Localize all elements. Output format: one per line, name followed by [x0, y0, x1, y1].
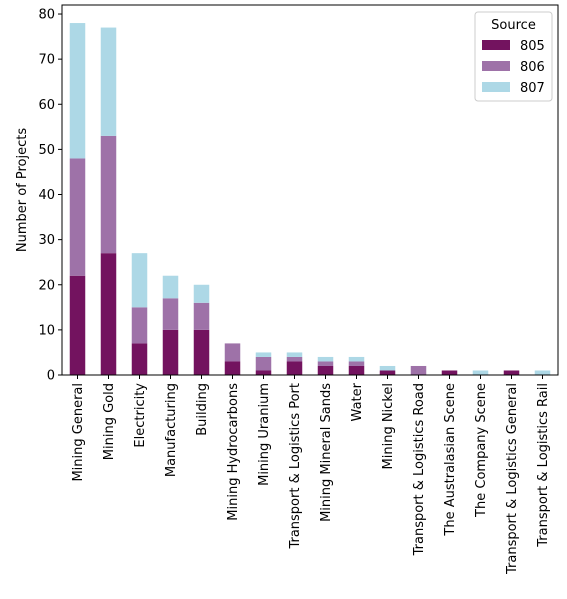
bar-segment: [162, 298, 179, 330]
bar-segment: [317, 356, 334, 362]
legend-label: 805: [520, 39, 545, 54]
bar-segment: [441, 370, 458, 375]
bar-segment: [193, 302, 210, 330]
bar-segment: [131, 307, 148, 344]
bar-segment: [100, 135, 117, 254]
bar-segment: [255, 356, 272, 371]
legend-box: [474, 11, 553, 102]
legend-swatch: [482, 40, 510, 50]
y-tick-label: 50: [38, 143, 55, 158]
bar-segment: [503, 370, 520, 375]
x-tick-label: Mining Gold: [102, 383, 117, 460]
bar-segment: [379, 365, 396, 371]
x-axis: Mining General Mining Gold Electricity Manu…: [71, 375, 551, 575]
bar-segment: [410, 365, 427, 375]
bar-segment: [193, 329, 210, 375]
legend-swatch: [482, 61, 510, 71]
bar-segment: [162, 275, 179, 299]
y-tick-label: 20: [38, 278, 55, 293]
y-tick-label: 10: [38, 323, 55, 338]
legend-title: Source: [491, 18, 536, 33]
x-tick-label: The Australasian Scene: [443, 383, 458, 537]
bar-segment: [286, 361, 303, 375]
x-tick-label: Transport & Logistics Road: [412, 383, 427, 556]
legend-items: 805 806 807: [482, 39, 545, 96]
bar-segment: [317, 365, 334, 375]
x-tick-label: Mining Uranium: [257, 383, 272, 486]
bar-segment: [255, 352, 272, 357]
x-tick-label: Water: [350, 382, 365, 421]
bar-segment: [224, 361, 241, 375]
bar-segment: [348, 365, 365, 375]
x-tick-label: Building: [195, 383, 210, 436]
legend[interactable]: Source 805 806 807: [474, 11, 553, 102]
x-tick-label: Mining Mineral Sands: [319, 383, 334, 522]
bar-segment: [348, 361, 365, 366]
y-tick-label: 40: [38, 188, 55, 203]
bar-segment: [379, 370, 396, 375]
x-tick-label: The Company Scene: [474, 383, 489, 518]
plot-frame: [61, 4, 559, 376]
y-tick-label: 0: [47, 369, 55, 384]
bar-segment: [69, 23, 86, 159]
bar-segment: [162, 329, 179, 375]
y-tick-label: 70: [38, 53, 55, 68]
x-tick-label: Transport & Logistics Rail: [536, 383, 551, 548]
x-tick-label: Mining Nickel: [381, 383, 396, 469]
bar-segment: [255, 370, 272, 375]
x-tick-label: Transport & Logistics Port: [288, 383, 303, 550]
y-tick-label: 80: [38, 8, 55, 23]
bar-segment: [131, 253, 148, 308]
bar-segment: [286, 356, 303, 362]
y-axis-label: Number of Projects: [15, 128, 30, 252]
y-tick-label: 30: [38, 233, 55, 248]
bar-segment: [131, 343, 148, 375]
bar-segment: [348, 356, 365, 362]
x-tick-label: Manufacturing: [164, 383, 179, 477]
bar-segment: [224, 343, 241, 362]
legend-label: 807: [520, 81, 545, 96]
bar-segment: [69, 275, 86, 375]
y-axis: 0 10 20 30 40 50 60 70 80: [38, 8, 62, 384]
x-tick-label: Transport & Logistics General: [505, 383, 520, 575]
legend-swatch: [482, 82, 510, 92]
bar-segment: [317, 361, 334, 366]
bar-segment: [472, 370, 489, 375]
bar-segment: [193, 284, 210, 303]
x-tick-label: Mining Hydrocarbons: [226, 383, 241, 521]
bar-segment: [286, 352, 303, 357]
x-tick-label: Mining General: [71, 383, 86, 482]
bar-segment: [100, 253, 117, 375]
bar-segment: [69, 158, 86, 276]
bar-segment: [100, 27, 117, 136]
legend-label: 806: [520, 60, 545, 75]
bar-segment: [534, 370, 551, 375]
x-tick-label: Electricity: [133, 383, 148, 448]
y-tick-label: 60: [38, 98, 55, 113]
bars-group: [69, 23, 551, 375]
